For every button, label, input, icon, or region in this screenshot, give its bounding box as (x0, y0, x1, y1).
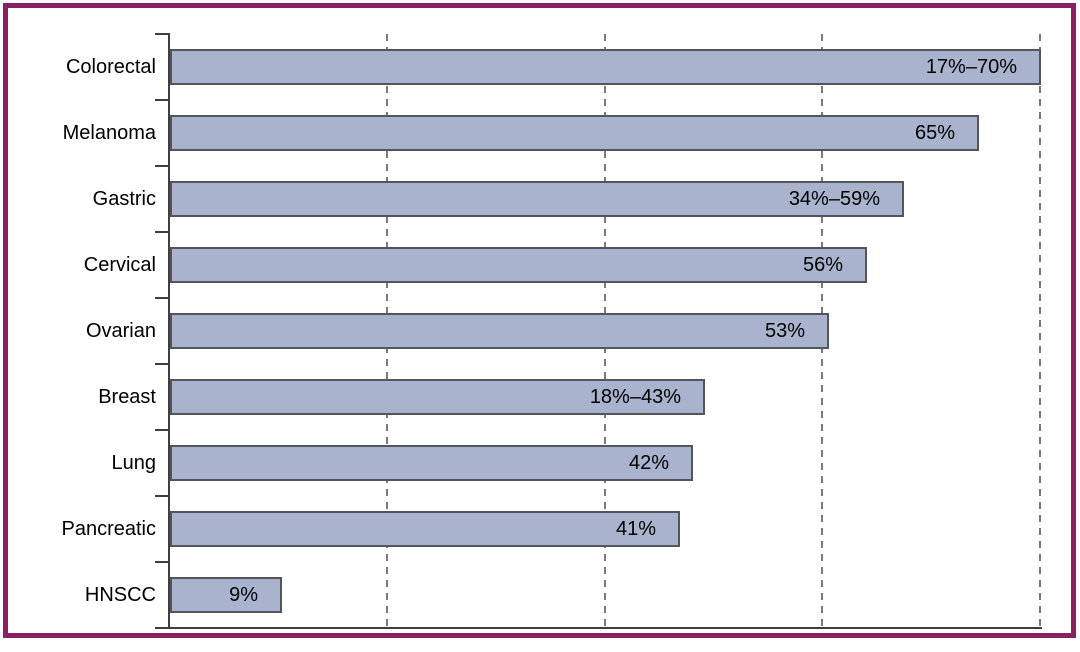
axis-tick (155, 363, 169, 365)
x-axis-line (168, 627, 1042, 629)
y-axis-line (168, 33, 170, 629)
category-label: Pancreatic (61, 518, 157, 540)
gridline (1039, 34, 1041, 627)
axis-tick (155, 33, 169, 35)
category-label: Melanoma (62, 122, 156, 144)
axis-tick (155, 165, 169, 167)
bar-value-label: 65% (914, 122, 955, 144)
bar: 9% (170, 577, 282, 613)
category-label: Lung (111, 452, 157, 474)
axis-tick (155, 627, 169, 629)
axis-tick (155, 99, 169, 101)
category-label: HNSCC (84, 584, 156, 606)
bar-value-label: 41% (615, 518, 656, 540)
bar: 17%–70% (170, 49, 1041, 85)
bar-value-label: 53% (764, 320, 805, 342)
category-label: Ovarian (85, 320, 156, 342)
bar-value-label: 42% (628, 452, 669, 474)
axis-tick (155, 429, 169, 431)
axis-tick (155, 231, 169, 233)
category-label: Cervical (83, 254, 156, 276)
bar: 65% (170, 115, 979, 151)
bar: 41% (170, 511, 680, 547)
axis-tick (155, 495, 169, 497)
bar-value-label: 18%–43% (589, 386, 681, 408)
bar: 53% (170, 313, 829, 349)
bar: 42% (170, 445, 693, 481)
bar: 34%–59% (170, 181, 904, 217)
bar-value-label: 34%–59% (788, 188, 880, 210)
bar: 18%–43% (170, 379, 705, 415)
category-label: Colorectal (65, 56, 156, 78)
bar-value-label: 17%–70% (925, 56, 1017, 78)
category-label: Gastric (92, 188, 156, 210)
axis-tick (155, 297, 169, 299)
bar-value-label: 9% (229, 584, 258, 606)
bar: 56% (170, 247, 867, 283)
category-label: Breast (98, 386, 156, 408)
bar-value-label: 56% (802, 254, 843, 276)
axis-tick (155, 561, 169, 563)
